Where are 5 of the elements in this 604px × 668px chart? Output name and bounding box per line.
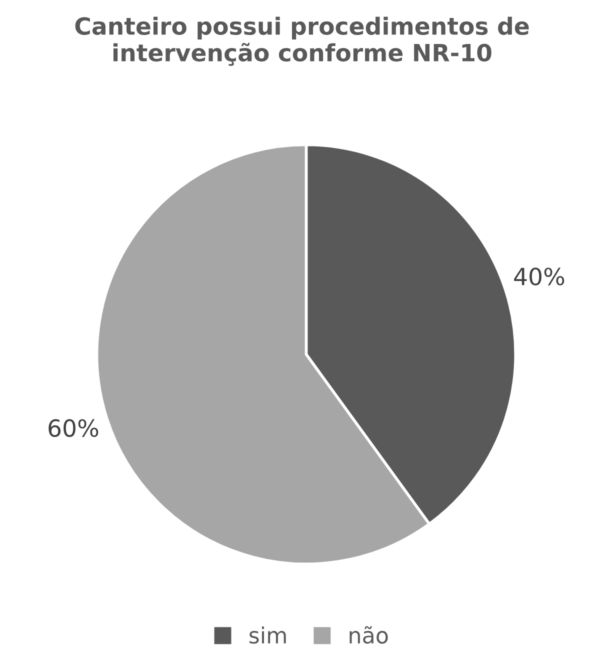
legend-label: não (350, 626, 388, 644)
data-label: 40% (514, 268, 564, 286)
legend-label: sim (250, 626, 286, 644)
chart-title: Canteiro possui procedimentos de intervenção conforme NR-10 (75, 16, 529, 66)
data-label: 60% (48, 419, 98, 438)
